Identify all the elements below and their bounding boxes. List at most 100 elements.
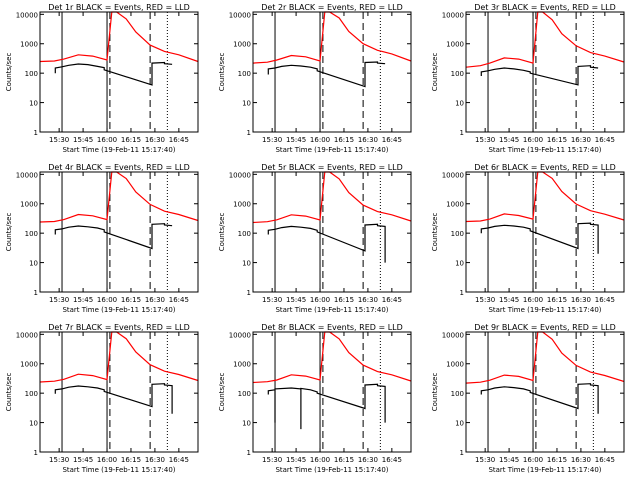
x-tick-label: 16:30 bbox=[571, 136, 591, 144]
x-tick-label: 16:45 bbox=[595, 296, 615, 304]
x-tick-label: 16:00 bbox=[310, 296, 330, 304]
panel-det-6: Det 6r BLACK = Events, RED = LLD 1 10 100 10… bbox=[431, 163, 625, 314]
series-line-events bbox=[267, 61, 386, 88]
series-line-events bbox=[480, 222, 599, 254]
x-tick-label: 16:15 bbox=[547, 296, 567, 304]
y-tick-label: 1 bbox=[247, 289, 251, 297]
y-tick-label: 1 bbox=[34, 289, 38, 297]
y-axis-label: Counts/sec bbox=[218, 373, 226, 412]
x-tick-label: 15:30 bbox=[49, 136, 69, 144]
x-tick-label: 16:00 bbox=[310, 136, 330, 144]
x-tick-label: 15:30 bbox=[49, 296, 69, 304]
y-axis-label: Counts/sec bbox=[5, 53, 13, 92]
y-tick-label: 10000 bbox=[16, 171, 38, 179]
y-tick-label: 1 bbox=[460, 449, 464, 457]
x-tick-label: 16:15 bbox=[334, 296, 354, 304]
panel-det-7: Det 7r BLACK = Events, RED = LLD 1 10 100 10… bbox=[5, 323, 199, 474]
panels: Det 1r BLACK = Events, RED = LLD 1 10 100 10… bbox=[5, 3, 625, 474]
x-tick-label: 15:45 bbox=[286, 456, 306, 464]
y-tick-label: 10 bbox=[455, 260, 464, 268]
plot-frame bbox=[39, 331, 199, 453]
x-tick-label: 16:15 bbox=[547, 456, 567, 464]
series-line-events bbox=[54, 223, 173, 250]
y-tick-label: 100 bbox=[238, 390, 251, 398]
x-tick-label: 16:00 bbox=[523, 296, 543, 304]
plot-frame bbox=[39, 11, 199, 133]
x-tick-label: 16:30 bbox=[571, 296, 591, 304]
x-tick-label: 16:15 bbox=[121, 136, 141, 144]
x-tick-label: 16:00 bbox=[310, 456, 330, 464]
x-tick-label: 16:45 bbox=[169, 136, 189, 144]
x-tick-label: 16:00 bbox=[523, 456, 543, 464]
plot-frame bbox=[252, 171, 412, 293]
x-tick-label: 16:00 bbox=[97, 136, 117, 144]
y-tick-label: 10 bbox=[242, 100, 251, 108]
x-tick-label: 16:30 bbox=[358, 136, 378, 144]
y-tick-label: 100 bbox=[238, 70, 251, 78]
y-tick-label: 10 bbox=[455, 100, 464, 108]
plot-frame bbox=[252, 11, 412, 133]
y-tick-label: 10000 bbox=[442, 331, 464, 339]
x-tick-label: 16:00 bbox=[97, 296, 117, 304]
panel-title: Det 3r BLACK = Events, RED = LLD bbox=[474, 3, 616, 12]
y-tick-label: 1000 bbox=[446, 361, 464, 369]
y-tick-label: 1000 bbox=[20, 201, 38, 209]
y-tick-label: 10 bbox=[29, 420, 38, 428]
y-tick-label: 1000 bbox=[233, 41, 251, 49]
x-axis-label: Start Time (19-Feb-11 15:17:40) bbox=[275, 466, 388, 474]
panel-det-2: Det 2r BLACK = Events, RED = LLD 1 10 100 10… bbox=[218, 3, 412, 154]
x-axis-label: Start Time (19-Feb-11 15:17:40) bbox=[62, 306, 175, 314]
x-tick-label: 16:15 bbox=[334, 456, 354, 464]
y-tick-label: 100 bbox=[451, 230, 464, 238]
panel-det-8: Det 8r BLACK = Events, RED = LLD 1 10 100 10… bbox=[218, 323, 412, 474]
panel-det-1: Det 1r BLACK = Events, RED = LLD 1 10 100 10… bbox=[5, 3, 199, 154]
x-tick-label: 16:00 bbox=[523, 136, 543, 144]
x-tick-label: 15:30 bbox=[49, 456, 69, 464]
x-tick-label: 15:45 bbox=[73, 296, 93, 304]
y-tick-label: 100 bbox=[25, 230, 38, 238]
x-tick-label: 15:45 bbox=[286, 136, 306, 144]
y-tick-label: 10000 bbox=[16, 11, 38, 19]
x-tick-label: 15:30 bbox=[475, 136, 495, 144]
y-tick-label: 10 bbox=[242, 420, 251, 428]
x-tick-label: 15:30 bbox=[262, 136, 282, 144]
panel-det-3: Det 3r BLACK = Events, RED = LLD 1 10 100 10… bbox=[431, 3, 625, 154]
y-axis-label: Counts/sec bbox=[431, 373, 439, 412]
y-tick-label: 1 bbox=[34, 129, 38, 137]
x-tick-label: 16:15 bbox=[121, 296, 141, 304]
series-line-events bbox=[54, 61, 173, 86]
y-tick-label: 1 bbox=[460, 129, 464, 137]
plot-frame bbox=[465, 331, 625, 453]
y-tick-label: 1 bbox=[460, 289, 464, 297]
x-axis-label: Start Time (19-Feb-11 15:17:40) bbox=[488, 466, 601, 474]
panel-title: Det 2r BLACK = Events, RED = LLD bbox=[261, 3, 403, 12]
series-line-events bbox=[480, 65, 599, 86]
plot-frame bbox=[39, 171, 199, 293]
y-axis-label: Counts/sec bbox=[431, 213, 439, 252]
x-tick-label: 16:45 bbox=[169, 296, 189, 304]
panel-det-9: Det 9r BLACK = Events, RED = LLD 1 10 100 10… bbox=[431, 323, 625, 474]
y-tick-label: 1000 bbox=[20, 361, 38, 369]
y-tick-label: 1 bbox=[247, 449, 251, 457]
y-tick-label: 10000 bbox=[442, 11, 464, 19]
y-tick-label: 1 bbox=[247, 129, 251, 137]
y-tick-label: 100 bbox=[238, 230, 251, 238]
x-axis-label: Start Time (19-Feb-11 15:17:40) bbox=[488, 146, 601, 154]
x-tick-label: 16:45 bbox=[382, 456, 402, 464]
y-tick-label: 100 bbox=[451, 390, 464, 398]
x-axis-label: Start Time (19-Feb-11 15:17:40) bbox=[275, 146, 388, 154]
y-tick-label: 10000 bbox=[229, 11, 251, 19]
x-tick-label: 15:45 bbox=[73, 136, 93, 144]
y-axis-label: Counts/sec bbox=[218, 53, 226, 92]
x-tick-label: 16:30 bbox=[358, 456, 378, 464]
y-tick-label: 1000 bbox=[233, 361, 251, 369]
x-axis-label: Start Time (19-Feb-11 15:17:40) bbox=[275, 306, 388, 314]
y-tick-label: 100 bbox=[25, 390, 38, 398]
y-tick-label: 10 bbox=[29, 260, 38, 268]
panel-det-5: Det 5r BLACK = Events, RED = LLD 1 10 100 10… bbox=[218, 163, 412, 314]
x-axis-label: Start Time (19-Feb-11 15:17:40) bbox=[488, 306, 601, 314]
x-tick-label: 16:45 bbox=[382, 296, 402, 304]
plot-frame bbox=[252, 331, 412, 453]
x-tick-label: 16:15 bbox=[547, 136, 567, 144]
